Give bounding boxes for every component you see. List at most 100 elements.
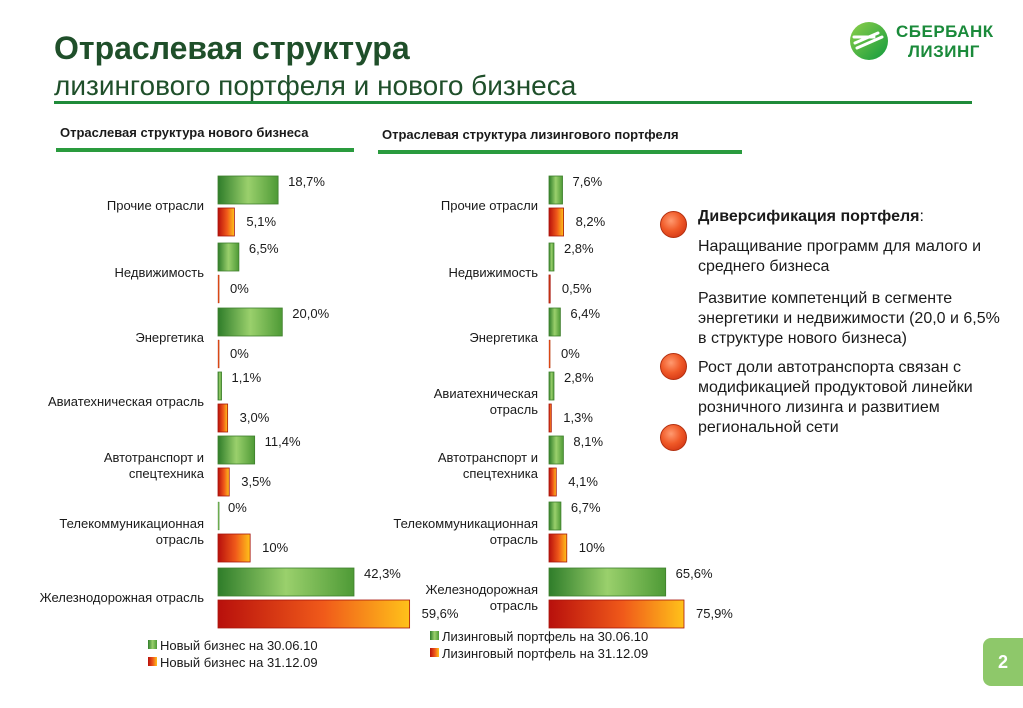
data-label: 42,3% — [364, 566, 401, 581]
category-label: отрасль — [490, 598, 538, 613]
data-label: 10% — [579, 540, 605, 555]
bullet-text-2: Развитие компетенций в сегменте энергети… — [698, 290, 1000, 347]
bar-series1 — [548, 435, 564, 465]
legend-swatch — [430, 631, 439, 640]
category-label: Автотранспорт и — [438, 450, 538, 465]
data-label: 8,2% — [576, 214, 606, 229]
legend-swatch — [148, 657, 157, 666]
category-label: Авиатехническая — [434, 386, 538, 401]
category-label: Авиатехническая отрасль — [48, 394, 204, 409]
category-label: Энергетика — [135, 330, 204, 345]
data-label: 8,1% — [573, 434, 603, 449]
bullet-marker-3 — [660, 424, 687, 451]
bullet-marker-1 — [660, 211, 687, 238]
data-label: 3,5% — [241, 474, 271, 489]
data-label: 2,8% — [564, 370, 594, 385]
data-label: 5,1% — [246, 214, 276, 229]
data-label: 11,4% — [265, 434, 301, 449]
data-label: 1,3% — [563, 410, 593, 425]
category-label: Недвижимость — [115, 265, 205, 280]
data-label: 1,1% — [232, 370, 262, 385]
data-label: 10% — [262, 540, 288, 555]
bar-series2 — [548, 274, 551, 304]
bar-series1 — [217, 501, 220, 531]
data-label: 2,8% — [564, 241, 594, 256]
title-divider — [54, 101, 972, 104]
bullet-marker-2 — [660, 353, 687, 380]
sberbank-logo-icon — [850, 22, 888, 60]
category-label: Прочие отрасли — [441, 198, 538, 213]
bar-series1 — [548, 175, 563, 205]
legend-label: Лизинговый портфель на 30.06.10 — [442, 629, 648, 644]
data-label: 65,6% — [676, 566, 713, 581]
logo-line2: ЛИЗИНГ — [908, 42, 980, 61]
data-label: 6,7% — [571, 500, 601, 515]
bar-series2 — [548, 403, 552, 433]
bar-series2 — [548, 599, 685, 629]
data-label: 6,5% — [249, 241, 279, 256]
bar-series1 — [548, 567, 667, 597]
bar-series1 — [217, 175, 279, 205]
category-label: Железнодорожная отрасль — [40, 590, 205, 605]
chart1-title-underline — [56, 148, 354, 152]
bar-series2 — [217, 339, 220, 369]
category-label: отрасль — [490, 402, 538, 417]
category-label: отрасль — [156, 532, 204, 547]
chart1-title: Отраслевая структура нового бизнеса — [60, 125, 309, 140]
bullets-heading: Диверсификация портфеля: — [698, 208, 924, 225]
data-label: 3,0% — [240, 410, 270, 425]
data-label: 20,0% — [292, 306, 329, 321]
category-label: Телекоммуникационная — [59, 516, 204, 531]
bar-series1 — [548, 242, 555, 272]
category-label: Прочие отрасли — [107, 198, 204, 213]
category-label: Энергетика — [469, 330, 538, 345]
chart2-title-underline — [378, 150, 742, 154]
bar-series1 — [217, 307, 283, 337]
bar-series2 — [217, 467, 230, 497]
data-label: 6,4% — [570, 306, 600, 321]
category-label: Телекоммуникационная — [393, 516, 538, 531]
bar-series2 — [548, 339, 551, 369]
legend-label: Новый бизнес на 31.12.09 — [160, 655, 318, 670]
chart2-title: Отраслевая структура лизингового портфел… — [382, 127, 679, 142]
legend-swatch — [148, 640, 157, 649]
category-label: отрасль — [490, 532, 538, 547]
data-label: 18,7% — [288, 174, 325, 189]
bar-series1 — [548, 307, 561, 337]
data-label: 0% — [228, 500, 247, 515]
legend-label: Лизинговый портфель на 31.12.09 — [442, 646, 648, 661]
bar-series2 — [217, 403, 229, 433]
bar-series1 — [217, 242, 240, 272]
data-label: 0% — [561, 346, 580, 361]
bar-series2 — [548, 207, 564, 237]
bar-series1 — [548, 371, 555, 401]
page-subtitle: лизингового портфеля и нового бизнеса — [54, 70, 577, 101]
data-label: 59,6% — [422, 606, 459, 621]
bar-series2 — [217, 274, 220, 304]
data-label: 4,1% — [568, 474, 598, 489]
bar-series2 — [217, 533, 251, 563]
category-label: спецтехника — [129, 466, 205, 481]
data-label: 7,6% — [573, 174, 603, 189]
category-label: Железнодорожная — [425, 582, 538, 597]
category-label: Недвижимость — [449, 265, 539, 280]
data-label: 0% — [230, 346, 249, 361]
page-number: 2 — [983, 638, 1023, 686]
bullet-text-1: Наращивание программ для малого и средне… — [698, 238, 982, 275]
bar-series2 — [548, 533, 568, 563]
company-logo: СБЕРБАНК ЛИЗИНГ — [848, 20, 998, 64]
bar-series2 — [548, 467, 557, 497]
page-title: Отраслевая структура — [54, 30, 410, 66]
bar-series1 — [548, 501, 562, 531]
logo-line1: СБЕРБАНК — [896, 22, 994, 41]
category-label: Автотранспорт и — [104, 450, 204, 465]
bullet-text-3: Рост доли автотранспорта связан с модифи… — [698, 359, 973, 436]
category-label: спецтехника — [463, 466, 539, 481]
bar-series2 — [217, 207, 235, 237]
bar-series1 — [217, 371, 222, 401]
legend-label: Новый бизнес на 30.06.10 — [160, 638, 318, 653]
data-label: 0% — [230, 281, 249, 296]
bar-series1 — [217, 567, 355, 597]
legend-swatch — [430, 648, 439, 657]
